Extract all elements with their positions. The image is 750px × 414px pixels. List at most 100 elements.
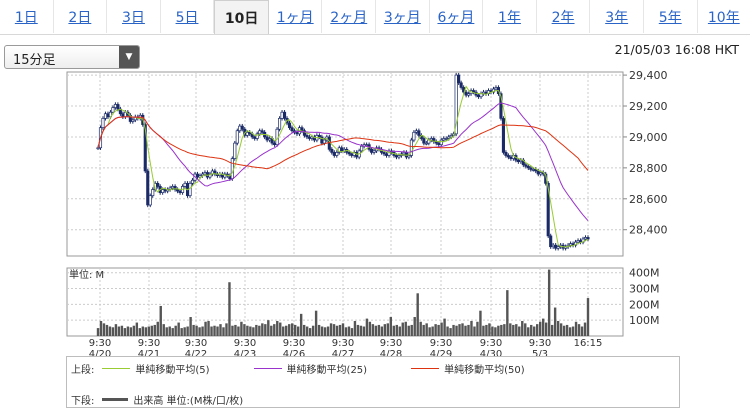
volume-bar bbox=[506, 290, 509, 336]
volume-bar bbox=[470, 320, 473, 336]
candle-body bbox=[519, 159, 523, 163]
x-tick-date: 4/29 bbox=[430, 349, 452, 356]
volume-bar bbox=[368, 321, 372, 336]
x-tick-date: 4/21 bbox=[138, 349, 160, 356]
x-tick-time: 9:30 bbox=[529, 338, 551, 349]
volume-bar bbox=[515, 324, 518, 336]
volume-bar bbox=[222, 327, 225, 336]
volume-bar bbox=[207, 320, 210, 336]
tab-2[interactable]: 3日 bbox=[107, 0, 161, 33]
volume-bar bbox=[524, 323, 527, 336]
tab-9[interactable]: 1年 bbox=[483, 0, 537, 33]
tab-4[interactable]: 10日 bbox=[214, 0, 269, 34]
ma5-line bbox=[97, 85, 589, 248]
volume-bar bbox=[123, 328, 127, 336]
x-tick-time: 9:30 bbox=[283, 338, 305, 349]
tab-3[interactable]: 5日 bbox=[161, 0, 215, 33]
volume-bar bbox=[389, 317, 393, 336]
x-tick-date: 5/3 bbox=[532, 349, 548, 356]
volume-bar bbox=[371, 324, 375, 336]
volume-bar bbox=[216, 326, 219, 336]
volume-bar bbox=[96, 328, 100, 336]
volume-bar bbox=[186, 326, 189, 336]
interval-select[interactable]: 15分足 ▼ bbox=[4, 45, 140, 69]
tab-1[interactable]: 2日 bbox=[54, 0, 108, 33]
candle-body bbox=[454, 74, 458, 135]
tab-13[interactable]: 10年 bbox=[707, 9, 740, 26]
candle-body bbox=[143, 124, 147, 172]
candle-body bbox=[437, 142, 441, 146]
x-tick-date: 4/30 bbox=[480, 349, 502, 356]
price-ytick-label: 29,400 bbox=[629, 69, 668, 82]
candle-body bbox=[384, 153, 389, 156]
legend-volume: 出来高 単位:(M株/口/枚) bbox=[98, 392, 243, 407]
volume-bar bbox=[380, 326, 384, 336]
volume-bar bbox=[192, 324, 195, 336]
volume-bar bbox=[392, 325, 395, 336]
candle-body bbox=[360, 145, 364, 152]
tab-6[interactable]: 2ヶ月 bbox=[322, 0, 377, 33]
volume-bar bbox=[536, 324, 539, 336]
volume-bar bbox=[419, 321, 422, 336]
candle-body bbox=[477, 94, 481, 98]
volume-bar bbox=[132, 325, 136, 336]
candle-body bbox=[235, 130, 239, 144]
legend-ma50: 単純移動平均(50) bbox=[407, 361, 525, 376]
volume-bar bbox=[491, 326, 494, 336]
volume-bar bbox=[410, 324, 413, 336]
volume-bar bbox=[559, 323, 563, 336]
candle-body bbox=[148, 195, 152, 206]
candle-body bbox=[163, 189, 167, 192]
volume-bar bbox=[518, 326, 521, 336]
volume-bar bbox=[374, 325, 378, 336]
candle-body bbox=[255, 133, 259, 139]
tab-7[interactable]: 3ヶ月 bbox=[376, 0, 430, 33]
volume-bar bbox=[547, 269, 551, 336]
candle-body bbox=[123, 111, 127, 118]
candle-body bbox=[504, 152, 508, 156]
tab-5[interactable]: 1ヶ月 bbox=[269, 0, 323, 33]
candle-body bbox=[554, 244, 558, 249]
volume-bar bbox=[473, 326, 476, 336]
candle-body bbox=[506, 155, 510, 158]
candle-body bbox=[300, 127, 304, 132]
price-ytick-label: 29,200 bbox=[629, 100, 668, 113]
volume-bar bbox=[225, 323, 228, 336]
candle-body bbox=[156, 182, 160, 187]
candle-body bbox=[549, 235, 553, 248]
tab-12[interactable]: 5年 bbox=[644, 0, 698, 33]
volume-bar bbox=[311, 325, 315, 336]
candle-body bbox=[583, 237, 588, 240]
tab-8[interactable]: 6ヶ月 bbox=[430, 0, 484, 33]
volume-bar bbox=[162, 324, 165, 336]
candle-body bbox=[208, 173, 212, 178]
tab-10[interactable]: 2年 bbox=[537, 0, 591, 33]
volume-bar bbox=[574, 321, 578, 336]
candle-body bbox=[417, 130, 421, 136]
candle-body bbox=[494, 87, 498, 90]
candle-body bbox=[178, 190, 182, 193]
candle-body bbox=[576, 240, 580, 243]
candle-body bbox=[282, 111, 287, 119]
candle-body bbox=[168, 187, 172, 190]
candle-body bbox=[278, 118, 282, 130]
candle-body bbox=[131, 119, 135, 122]
tab-11[interactable]: 3年 bbox=[590, 0, 644, 33]
x-tick-date: 4/22 bbox=[185, 349, 207, 356]
volume-unit-label: 単位: M bbox=[69, 268, 104, 281]
volume-bar bbox=[485, 324, 488, 336]
volume-bar bbox=[356, 324, 360, 336]
ma25-swatch bbox=[253, 368, 282, 369]
volume-bar bbox=[189, 317, 192, 336]
volume-bar bbox=[129, 327, 133, 336]
volume-bar bbox=[586, 298, 590, 336]
volume-bar bbox=[350, 328, 354, 336]
candle-body bbox=[302, 130, 306, 136]
ma5-swatch bbox=[102, 368, 131, 369]
tab-0[interactable]: 1日 bbox=[0, 0, 54, 33]
volume-bar bbox=[362, 326, 366, 336]
volume-bar bbox=[180, 328, 183, 336]
volume-bar bbox=[335, 325, 339, 336]
volume-bar bbox=[583, 322, 587, 336]
candle-body bbox=[447, 136, 451, 139]
